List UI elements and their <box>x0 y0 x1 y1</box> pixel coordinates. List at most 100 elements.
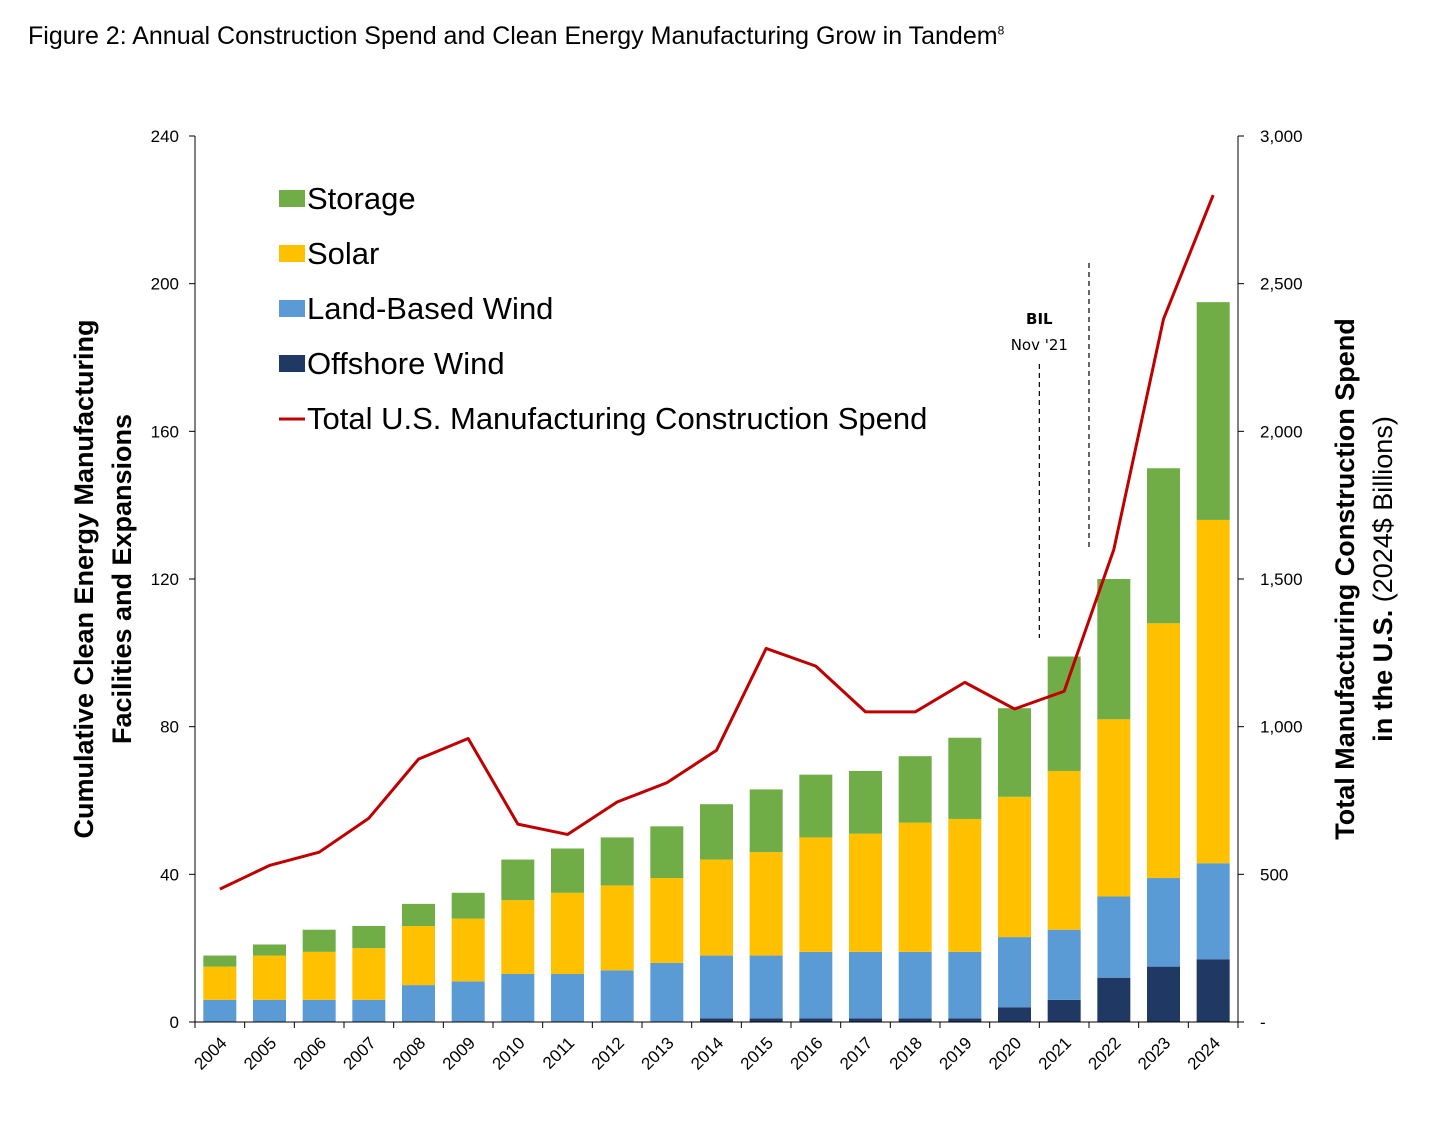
bar-storage-2016 <box>799 774 833 838</box>
bar-offshore-wind-2024 <box>1196 959 1230 1022</box>
bar-storage-2011 <box>551 848 584 893</box>
footnote-ref: 8 <box>997 23 1005 38</box>
figure-title: Figure 2: Annual Construction Spend and … <box>28 22 1004 51</box>
left-tick-label-0: 0 <box>170 1013 179 1032</box>
left-tick-label-120: 120 <box>151 570 179 589</box>
bar-offshore-wind-2019 <box>948 1018 982 1022</box>
x-tick-label-2014: 2014 <box>687 1033 727 1073</box>
legend-swatch-land-based-wind <box>279 300 305 317</box>
bar-solar-2013 <box>650 878 684 963</box>
bar-offshore-wind-2014 <box>700 1018 733 1022</box>
bar-solar-2020 <box>998 796 1031 938</box>
bar-land-based-wind-2022 <box>1097 896 1131 978</box>
bar-offshore-wind-2017 <box>849 1018 882 1022</box>
bar-land-based-wind-2013 <box>650 962 684 1022</box>
x-tick-label-2008: 2008 <box>389 1033 429 1073</box>
bar-solar-2023 <box>1147 623 1180 879</box>
right-tick-label--: - <box>1260 1013 1266 1032</box>
x-tick-label-2016: 2016 <box>786 1033 826 1073</box>
bar-land-based-wind-2016 <box>799 951 833 1019</box>
right-tick-label-2,000: 2,000 <box>1260 422 1303 441</box>
legend-swatch-offshore-wind <box>279 355 305 372</box>
bar-land-based-wind-2019 <box>948 951 982 1019</box>
left-tick-label-240: 240 <box>151 127 179 146</box>
bar-land-based-wind-2008 <box>402 985 435 1022</box>
bar-storage-2015 <box>749 789 783 853</box>
legend-label-storage: Storage <box>307 181 416 216</box>
bar-land-based-wind-2012 <box>600 970 634 1022</box>
x-tick-label-2010: 2010 <box>488 1033 528 1073</box>
left-tick-label-40: 40 <box>160 865 179 884</box>
bar-storage-2021 <box>1047 656 1081 771</box>
x-tick-label-2009: 2009 <box>439 1033 479 1073</box>
legend-label-land-based-wind: Land-Based Wind <box>307 291 553 326</box>
bar-storage-2013 <box>650 826 684 879</box>
bar-storage-2004 <box>203 955 237 967</box>
bar-offshore-wind-2022 <box>1097 977 1131 1022</box>
bar-solar-2014 <box>700 859 733 956</box>
bar-land-based-wind-2015 <box>749 955 783 1019</box>
x-tick-label-2020: 2020 <box>985 1033 1025 1073</box>
right-axis-title-bold-part: in the U.S. <box>1368 610 1398 742</box>
legend-swatch-solar <box>279 245 305 262</box>
bar-offshore-wind-2020 <box>998 1007 1031 1022</box>
left-tick-label-160: 160 <box>151 422 179 441</box>
bar-solar-2018 <box>898 822 932 952</box>
bar-land-based-wind-2018 <box>898 951 932 1019</box>
bar-solar-2008 <box>402 926 435 986</box>
bar-storage-2022 <box>1097 579 1131 720</box>
x-tick-label-2015: 2015 <box>737 1033 777 1073</box>
bars-layer <box>203 302 1230 1022</box>
bar-land-based-wind-2006 <box>302 999 336 1022</box>
bar-land-based-wind-2011 <box>551 974 584 1022</box>
x-tick-label-2022: 2022 <box>1084 1033 1124 1073</box>
x-tick-label-2006: 2006 <box>290 1033 330 1073</box>
bar-storage-2010 <box>501 859 535 901</box>
bar-solar-2009 <box>451 918 485 982</box>
bar-solar-2006 <box>302 951 336 1000</box>
bar-land-based-wind-2004 <box>203 999 237 1022</box>
bar-solar-2012 <box>600 885 634 971</box>
annotations-layer: BIL Nov '21 <box>1011 263 1090 638</box>
bar-offshore-wind-2023 <box>1147 966 1180 1022</box>
right-axis-title-units: (2024$ Billions) <box>1368 416 1398 610</box>
bar-storage-2009 <box>451 892 485 919</box>
bar-solar-2024 <box>1196 519 1230 864</box>
bar-land-based-wind-2017 <box>849 951 882 1019</box>
bar-solar-2019 <box>948 818 982 952</box>
figure-title-text: Figure 2: Annual Construction Spend and … <box>28 22 998 50</box>
bar-storage-2018 <box>898 756 932 823</box>
bar-solar-2007 <box>352 948 386 1000</box>
bar-storage-2014 <box>700 804 733 860</box>
bil-date-label: Nov '21 <box>1011 336 1068 354</box>
right-axis-title-line-2: in the U.S. (2024$ Billions) <box>1368 416 1398 742</box>
left-axis-title-line-2: Facilities and Expansions <box>107 414 137 744</box>
bar-land-based-wind-2014 <box>700 955 733 1019</box>
line-layer <box>219 194 1215 891</box>
right-tick-label-500: 500 <box>1260 865 1288 884</box>
right-tick-label-2,500: 2,500 <box>1260 275 1303 294</box>
axis-titles: Cumulative Clean Energy Manufacturing Fac… <box>69 318 1398 839</box>
bar-storage-2024 <box>1196 302 1230 520</box>
left-tick-label-200: 200 <box>151 275 179 294</box>
x-tick-label-2017: 2017 <box>836 1033 876 1073</box>
right-tick-label-1,500: 1,500 <box>1260 570 1303 589</box>
bar-solar-2017 <box>849 833 882 952</box>
bar-solar-2011 <box>551 892 584 975</box>
bar-solar-2005 <box>253 955 286 1000</box>
left-tick-label-80: 80 <box>160 718 179 737</box>
bar-solar-2010 <box>501 900 535 975</box>
bar-offshore-wind-2016 <box>799 1018 833 1022</box>
x-tick-label-2019: 2019 <box>935 1033 975 1073</box>
x-tick-label-2013: 2013 <box>637 1033 677 1073</box>
bar-storage-2023 <box>1147 468 1180 624</box>
right-axis-title-line-1: Total Manufacturing Construction Spend <box>1330 318 1360 839</box>
bar-land-based-wind-2010 <box>501 974 535 1022</box>
legend: Storage Solar Land-Based Wind Offshore Wind… <box>279 181 927 436</box>
bar-storage-2017 <box>849 770 882 834</box>
bar-land-based-wind-2007 <box>352 999 386 1022</box>
x-tick-label-2018: 2018 <box>886 1033 926 1073</box>
bar-land-based-wind-2005 <box>253 999 286 1022</box>
bar-solar-2015 <box>749 852 783 956</box>
